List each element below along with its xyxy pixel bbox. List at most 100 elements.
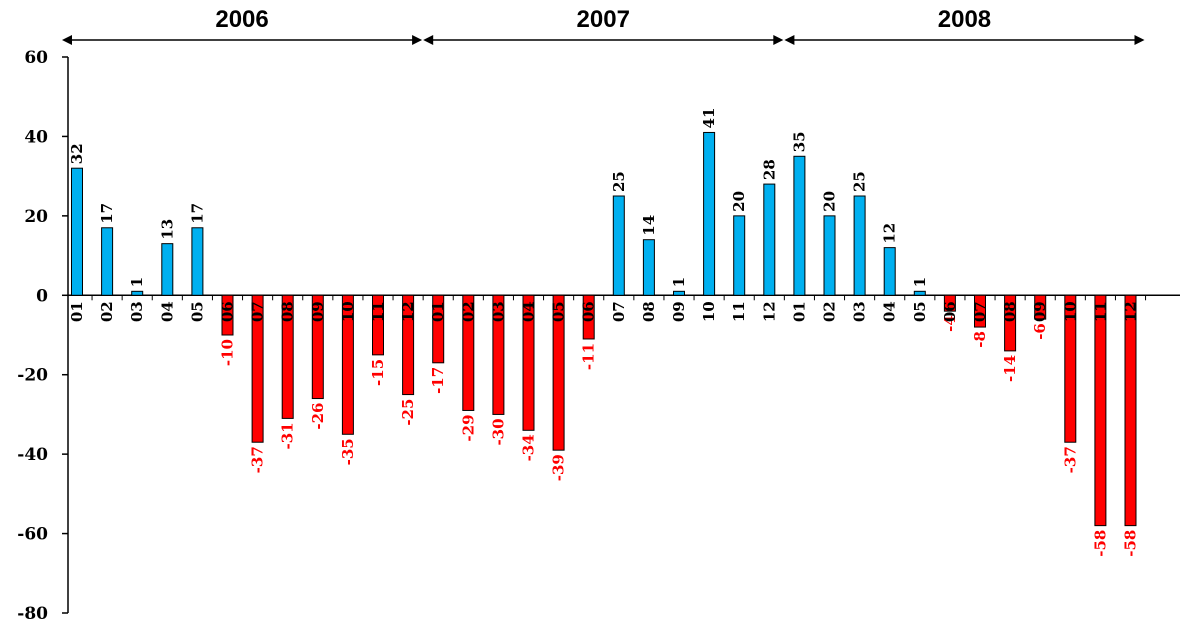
category-label: 12 — [760, 301, 778, 322]
data-label: 14 — [640, 215, 658, 236]
data-label: -14 — [1001, 355, 1019, 382]
data-label: -30 — [489, 418, 507, 445]
category-label: 08 — [640, 301, 658, 322]
bar — [372, 294, 384, 356]
category-label: 04 — [158, 301, 176, 322]
category-label: 10 — [700, 301, 718, 322]
category-label: 04 — [881, 301, 899, 322]
data-label: -29 — [459, 414, 477, 441]
category-label: 09 — [1031, 301, 1049, 322]
arrow-left-icon — [423, 35, 434, 45]
year-range-arrows: 2006 2007 2008 — [62, 6, 1145, 45]
bar — [1064, 294, 1077, 443]
data-label: -37 — [1061, 446, 1079, 473]
bars — [71, 131, 1137, 527]
category-label: 07 — [249, 301, 267, 322]
data-label: -58 — [1091, 530, 1109, 557]
bar — [462, 294, 475, 411]
data-label: 32 — [68, 143, 86, 164]
category-label: 12 — [1122, 301, 1140, 322]
y-tick-label: 0 — [36, 286, 48, 306]
bar — [1034, 294, 1047, 320]
category-label: 03 — [489, 301, 507, 322]
data-label: -6 — [1031, 323, 1049, 340]
data-label: 41 — [700, 108, 718, 129]
data-label: 1 — [128, 277, 146, 287]
y-tick-label: -40 — [17, 445, 48, 465]
y-tick-label: 20 — [24, 207, 48, 227]
year-label: 2007 — [577, 6, 630, 33]
data-label: 25 — [851, 171, 869, 192]
category-label: 06 — [941, 301, 959, 322]
data-label: -34 — [520, 434, 538, 461]
y-tick-label: -20 — [17, 366, 48, 386]
category-label: 09 — [309, 301, 327, 322]
bar — [883, 247, 896, 296]
bar — [974, 294, 986, 328]
y-tick-label: 60 — [24, 48, 48, 68]
arrow-left-icon — [784, 35, 795, 45]
category-label: 02 — [459, 301, 477, 322]
y-tick-label: 40 — [24, 127, 48, 147]
bar — [402, 294, 415, 396]
arrow-right-icon — [412, 35, 423, 45]
data-label: 12 — [881, 223, 899, 244]
data-label: 20 — [821, 191, 839, 212]
data-label: -8 — [971, 331, 989, 348]
category-label: 11 — [369, 301, 387, 322]
data-label: -39 — [550, 454, 568, 481]
category-label: 11 — [730, 301, 748, 322]
bar — [943, 294, 956, 312]
category-label: 01 — [790, 301, 808, 322]
category-label: 05 — [188, 301, 206, 322]
bar — [703, 131, 716, 296]
data-label: -58 — [1122, 530, 1140, 557]
bar — [221, 294, 234, 336]
bar — [341, 294, 354, 435]
category-label: 12 — [399, 301, 417, 322]
bar — [311, 294, 324, 400]
bar — [432, 294, 445, 364]
category-label: 04 — [520, 301, 538, 322]
bar — [1094, 294, 1107, 527]
bar — [552, 294, 565, 451]
arrow-right-icon — [773, 35, 784, 45]
bar — [913, 290, 926, 296]
bar — [71, 167, 83, 296]
data-label: 25 — [610, 171, 628, 192]
data-label: 1 — [911, 277, 929, 287]
category-label: 06 — [580, 301, 598, 322]
category-label: 03 — [128, 301, 146, 322]
category-label: 09 — [670, 301, 688, 322]
category-label: 08 — [279, 301, 297, 322]
category-label: 05 — [911, 301, 929, 322]
category-label: 05 — [550, 301, 568, 322]
data-label: 17 — [98, 203, 116, 224]
data-label: -26 — [309, 403, 327, 430]
bar — [853, 195, 866, 296]
category-label: 02 — [98, 301, 116, 322]
bar — [191, 227, 204, 296]
bar — [612, 195, 625, 296]
data-label: -25 — [399, 399, 417, 426]
data-label: 17 — [188, 203, 206, 224]
data-label: -4 — [941, 315, 959, 332]
category-label: 11 — [1091, 301, 1109, 322]
data-label: -35 — [339, 438, 357, 465]
category-label: 01 — [429, 301, 447, 322]
bar — [673, 290, 685, 296]
bar — [161, 243, 174, 296]
data-label: 20 — [730, 191, 748, 212]
data-label: -15 — [369, 359, 387, 386]
category-labels: 01 02 03 04 05 06 07 08 09 10 11 12 01 02 03 04 05 06 07 08… — [68, 295, 1147, 322]
category-label: 06 — [219, 301, 237, 322]
y-tick-label: -80 — [17, 604, 48, 624]
bar — [281, 294, 294, 419]
bar — [642, 239, 655, 296]
bar — [101, 227, 114, 296]
category-label: 10 — [1061, 301, 1079, 322]
bar — [131, 290, 144, 296]
bar — [251, 294, 264, 443]
